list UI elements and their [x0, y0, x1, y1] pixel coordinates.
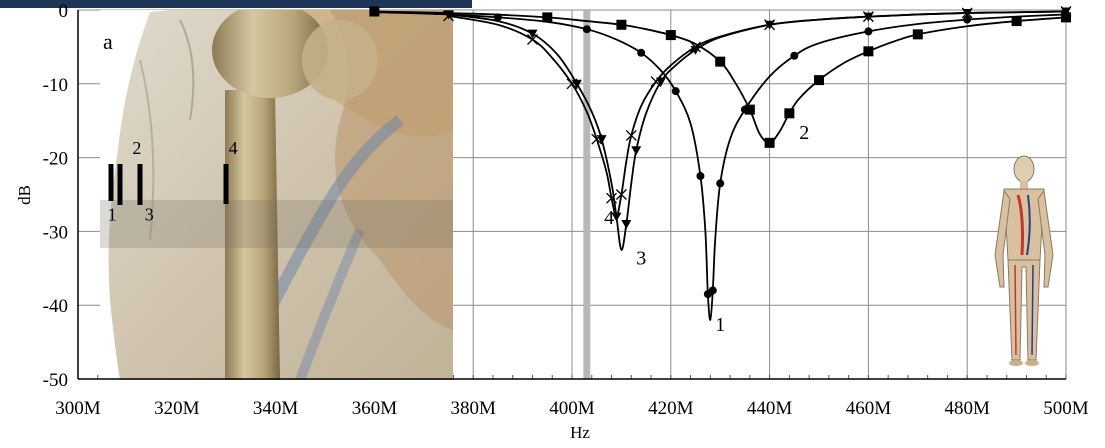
curve-labels: 1 2 34: [604, 122, 809, 336]
curve-label-2: 2: [799, 122, 809, 144]
y-tick-labels: 0 -10 -20 -30 -40 -50: [43, 1, 68, 391]
x-tick-label: 380M: [450, 398, 496, 419]
data-point-cross: [527, 34, 538, 45]
data-point-square: [665, 30, 676, 41]
curve-label-1: 1: [715, 314, 725, 336]
data-point-circle: [864, 27, 873, 36]
electrode-bar: [117, 164, 123, 205]
data-point-square: [863, 46, 874, 57]
data-point-circle: [671, 87, 680, 96]
x-tick-label: 480M: [944, 398, 990, 419]
data-point-circle: [790, 51, 799, 60]
data-point-square: [1011, 16, 1022, 27]
electrode-label-3: 3: [145, 204, 154, 224]
x-tick-label: 420M: [648, 398, 694, 419]
anatomy-inset-image: [100, 10, 453, 380]
data-point-square: [542, 12, 553, 23]
data-point-cross: [961, 7, 973, 19]
data-point-square: [764, 137, 775, 148]
curve-label-3: 3: [636, 248, 646, 270]
data-point-triangle: [621, 220, 632, 230]
electrode-bar: [223, 164, 229, 204]
data-point-triangle: [631, 146, 642, 156]
data-point-square: [814, 75, 824, 86]
x-tick-label: 320M: [154, 398, 200, 419]
data-point-cross: [591, 133, 603, 145]
x-tick-label: 360M: [352, 398, 398, 419]
electrode-label-1: 1: [108, 204, 117, 224]
data-point-circle: [708, 286, 717, 295]
header-bar: [0, 0, 472, 8]
data-point-square: [616, 19, 627, 30]
series-group: [369, 6, 1072, 321]
data-point-cross: [625, 130, 637, 141]
data-point-cross: [764, 19, 776, 31]
data-point-cross: [862, 11, 874, 23]
data-point-cross: [566, 78, 578, 90]
human-body-icon: [994, 155, 1054, 366]
series-line-4: [448, 10, 1067, 218]
x-tick-label: 460M: [846, 398, 892, 419]
data-point-square: [715, 56, 726, 67]
data-point-cross: [443, 10, 454, 22]
y-tick-label: -20: [43, 149, 68, 170]
electrode-bar: [137, 164, 143, 205]
series-line-2: [374, 10, 1067, 144]
data-point-circle: [696, 172, 705, 181]
highlight-band: [583, 10, 591, 379]
x-tick-label: 440M: [747, 398, 793, 419]
x-tick-label: 300M: [55, 398, 101, 419]
data-point-cross: [615, 189, 627, 200]
series-1: [370, 8, 1070, 321]
data-point-circle: [963, 15, 972, 24]
data-point-cross: [1060, 6, 1072, 17]
y-tick-label: -40: [43, 296, 68, 317]
panel-label: a: [103, 29, 113, 54]
data-point-square: [1061, 12, 1071, 23]
electrode-markers: 1 2 3 4: [108, 138, 238, 224]
x-tick-label: 500M: [1043, 398, 1089, 419]
y-tick-label: -30: [43, 222, 68, 243]
x-tick-labels: 300M 320M 340M 360M 380M 400M 420M 440M 460M 480M…: [55, 398, 1089, 419]
electrode-label-2: 2: [132, 138, 141, 158]
data-point-cross: [606, 192, 617, 204]
data-point-cross: [690, 41, 701, 53]
y-tick-label: 0: [59, 1, 69, 22]
data-point-triangle: [527, 29, 538, 39]
x-tick-label: 400M: [549, 398, 595, 419]
y-tick-label: -50: [43, 370, 68, 391]
electrode-bar: [108, 164, 114, 201]
x-axis-label: Hz: [570, 423, 590, 442]
data-point-square: [369, 6, 380, 17]
data-point-circle: [637, 48, 646, 57]
series-4: [443, 6, 1072, 218]
series-2: [369, 6, 1071, 148]
data-point-square: [912, 29, 923, 40]
axes: [77, 10, 1066, 380]
series-line-1: [374, 11, 1067, 321]
data-point-circle: [582, 25, 591, 34]
y-axis-label: dB: [15, 185, 34, 205]
electrode-label-4: 4: [229, 138, 238, 158]
y-tick-label: -10: [43, 75, 68, 96]
data-point-circle: [716, 179, 725, 188]
data-point-cross: [650, 76, 662, 88]
data-point-square: [784, 108, 795, 119]
curve-label-4: 4: [604, 207, 614, 229]
x-tick-label: 340M: [253, 398, 299, 419]
data-point-square: [744, 104, 755, 115]
